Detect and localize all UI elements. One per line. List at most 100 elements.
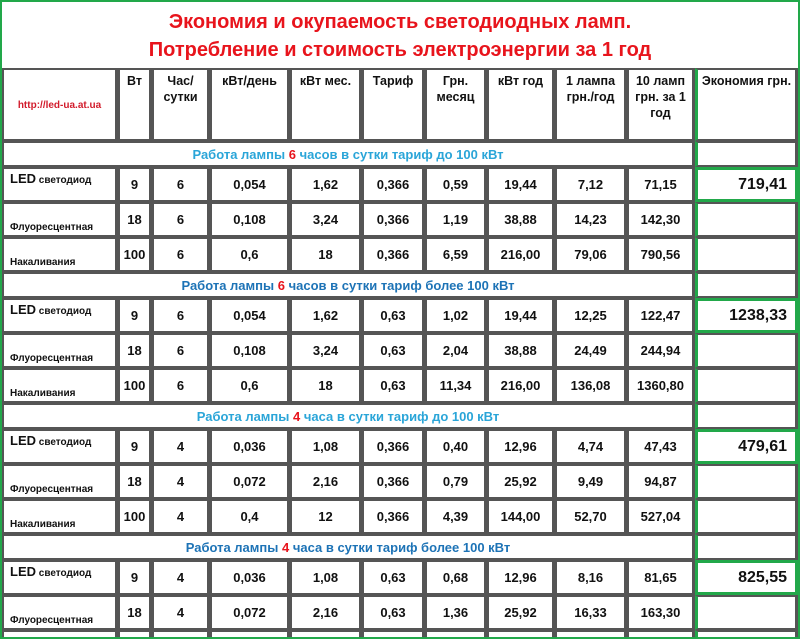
economy-spacer	[695, 534, 798, 560]
table-cell: 18	[118, 202, 152, 237]
table-cell: 1,02	[425, 298, 487, 333]
table-row: LED светодиод 9 6 0,054 1,62 0,63 1,02 19,44 12,…	[2, 298, 798, 333]
economy-empty	[695, 368, 798, 403]
table-cell: 100	[118, 499, 152, 534]
table-cell: 18	[118, 595, 152, 630]
table-cell: 47,43	[627, 429, 695, 464]
table-cell: 52,70	[555, 499, 627, 534]
table-cell: 0,63	[362, 333, 425, 368]
section-text: часов в сутки тариф до 100 кВт	[295, 146, 504, 162]
table-cell: 12,96	[487, 560, 555, 595]
table-row: Флуоресцентная 18 4 0,072 2,16 0,63 1,36 25,92 1…	[2, 595, 798, 630]
economy-empty	[695, 595, 798, 630]
table-cell: 9	[118, 298, 152, 333]
lamp-name: Флуоресцентная	[2, 202, 118, 237]
table-cell: 38,88	[487, 202, 555, 237]
table-cell: 2,16	[290, 464, 362, 499]
lamp-name: Флуоресцентная	[2, 595, 118, 630]
table-cell: 18	[290, 368, 362, 403]
table-cell: 0,072	[210, 464, 290, 499]
column-header: Тариф	[362, 68, 425, 141]
table-row: Флуоресцентная 18 4 0,072 2,16 0,366 0,79 25,92…	[2, 464, 798, 499]
table-cell: 0,366	[362, 167, 425, 202]
table-row: Флуоресцентная 18 6 0,108 3,24 0,366 1,19 38,88…	[2, 202, 798, 237]
table-cell: 0,108	[210, 202, 290, 237]
table-cell: 0,63	[362, 368, 425, 403]
table-cell: 12,96	[487, 429, 555, 464]
table-cell: 79,06	[555, 237, 627, 272]
table-cell: 25,92	[487, 595, 555, 630]
table-cell: 0,054	[210, 167, 290, 202]
economy-spacer	[695, 141, 798, 167]
column-header: Вт	[118, 68, 152, 141]
column-header: кВт мес.	[290, 68, 362, 141]
column-header: Экономия грн.	[695, 68, 798, 141]
site-url[interactable]: http://led-ua.at.ua	[2, 68, 118, 141]
table-cell: 18	[290, 237, 362, 272]
table-cell: 4	[152, 560, 210, 595]
section-text: Работа лампы	[196, 408, 293, 424]
table-row: Накаливания 100 4 0,4 12 0,366 4,39 144,00 52,70…	[2, 499, 798, 534]
section-hours: 4	[281, 539, 290, 555]
table-cell: 1,62	[290, 167, 362, 202]
table-row: LED светодиод 9 6 0,054 1,62 0,366 0,59 19,44 7,…	[2, 167, 798, 202]
table-cell: 0,79	[425, 464, 487, 499]
table-cell: 11,34	[425, 368, 487, 403]
table-cell: 9	[118, 167, 152, 202]
table-cell: 9	[118, 560, 152, 595]
economy-empty	[695, 630, 798, 637]
table-cell: 19,44	[487, 167, 555, 202]
table-cell: 1,19	[425, 202, 487, 237]
section-text: Работа лампы	[185, 539, 282, 555]
table-cell: 90,72	[555, 630, 627, 637]
table-cell: 14,23	[555, 202, 627, 237]
table-cell: 0,366	[362, 237, 425, 272]
table-cell: 9	[118, 429, 152, 464]
table-cell: 0,40	[425, 429, 487, 464]
economy-value: 719,41	[695, 167, 798, 202]
table-cell: 81,65	[627, 560, 695, 595]
table-cell: 4	[152, 630, 210, 637]
table-cell: 527,04	[627, 499, 695, 534]
table-cell: 8,16	[555, 560, 627, 595]
table-cell: 16,33	[555, 595, 627, 630]
economy-value: 825,55	[695, 560, 798, 595]
column-header: Грн. месяц	[425, 68, 487, 141]
lamp-name: LED светодиод	[2, 429, 118, 464]
table-cell: 71,15	[627, 167, 695, 202]
section-hours: 6	[288, 146, 296, 162]
table-cell: 0,4	[210, 630, 290, 637]
table-cell: 100	[118, 237, 152, 272]
economy-empty	[695, 202, 798, 237]
table-cell: 7,12	[555, 167, 627, 202]
table-cell: 2,04	[425, 333, 487, 368]
table-cell: 1,36	[425, 595, 487, 630]
table-cell: 3,24	[290, 333, 362, 368]
table-cell: 0,366	[362, 464, 425, 499]
section-header: Работа лампы 6 часов в сутки тариф до 10…	[2, 141, 695, 167]
table-cell: 0,036	[210, 560, 290, 595]
table-cell: 0,63	[362, 298, 425, 333]
section-text: часов в сутки тариф более 100 кВт	[284, 277, 515, 293]
table-cell: 18	[118, 464, 152, 499]
table-cell: 9,49	[555, 464, 627, 499]
table-cell: 216,00	[487, 368, 555, 403]
table-cell: 25,92	[487, 464, 555, 499]
table-cell: 0,054	[210, 298, 290, 333]
table-cell: 6,59	[425, 237, 487, 272]
section-text: Работа лампы	[181, 277, 278, 293]
table-cell: 0,366	[362, 202, 425, 237]
lamp-table: http://led-ua.at.ua Вт Час/ сутки кВт/день к…	[2, 68, 798, 637]
title-line1: Экономия и окупаемость светодиодных ламп…	[168, 11, 632, 33]
table-cell: 4	[152, 464, 210, 499]
economy-empty	[695, 237, 798, 272]
table-row: Флуоресцентная 18 6 0,108 3,24 0,63 2,04 38,88 2…	[2, 333, 798, 368]
table-cell: 12	[290, 499, 362, 534]
table-cell: 142,30	[627, 202, 695, 237]
table-cell: 244,94	[627, 333, 695, 368]
column-header: 1 лампа грн./год	[555, 68, 627, 141]
table-row: LED светодиод 9 4 0,036 1,08 0,366 0,40 12,96 4,…	[2, 429, 798, 464]
table-cell: 216,00	[487, 237, 555, 272]
lamp-name: Накаливания	[2, 630, 118, 637]
table-cell: 163,30	[627, 595, 695, 630]
